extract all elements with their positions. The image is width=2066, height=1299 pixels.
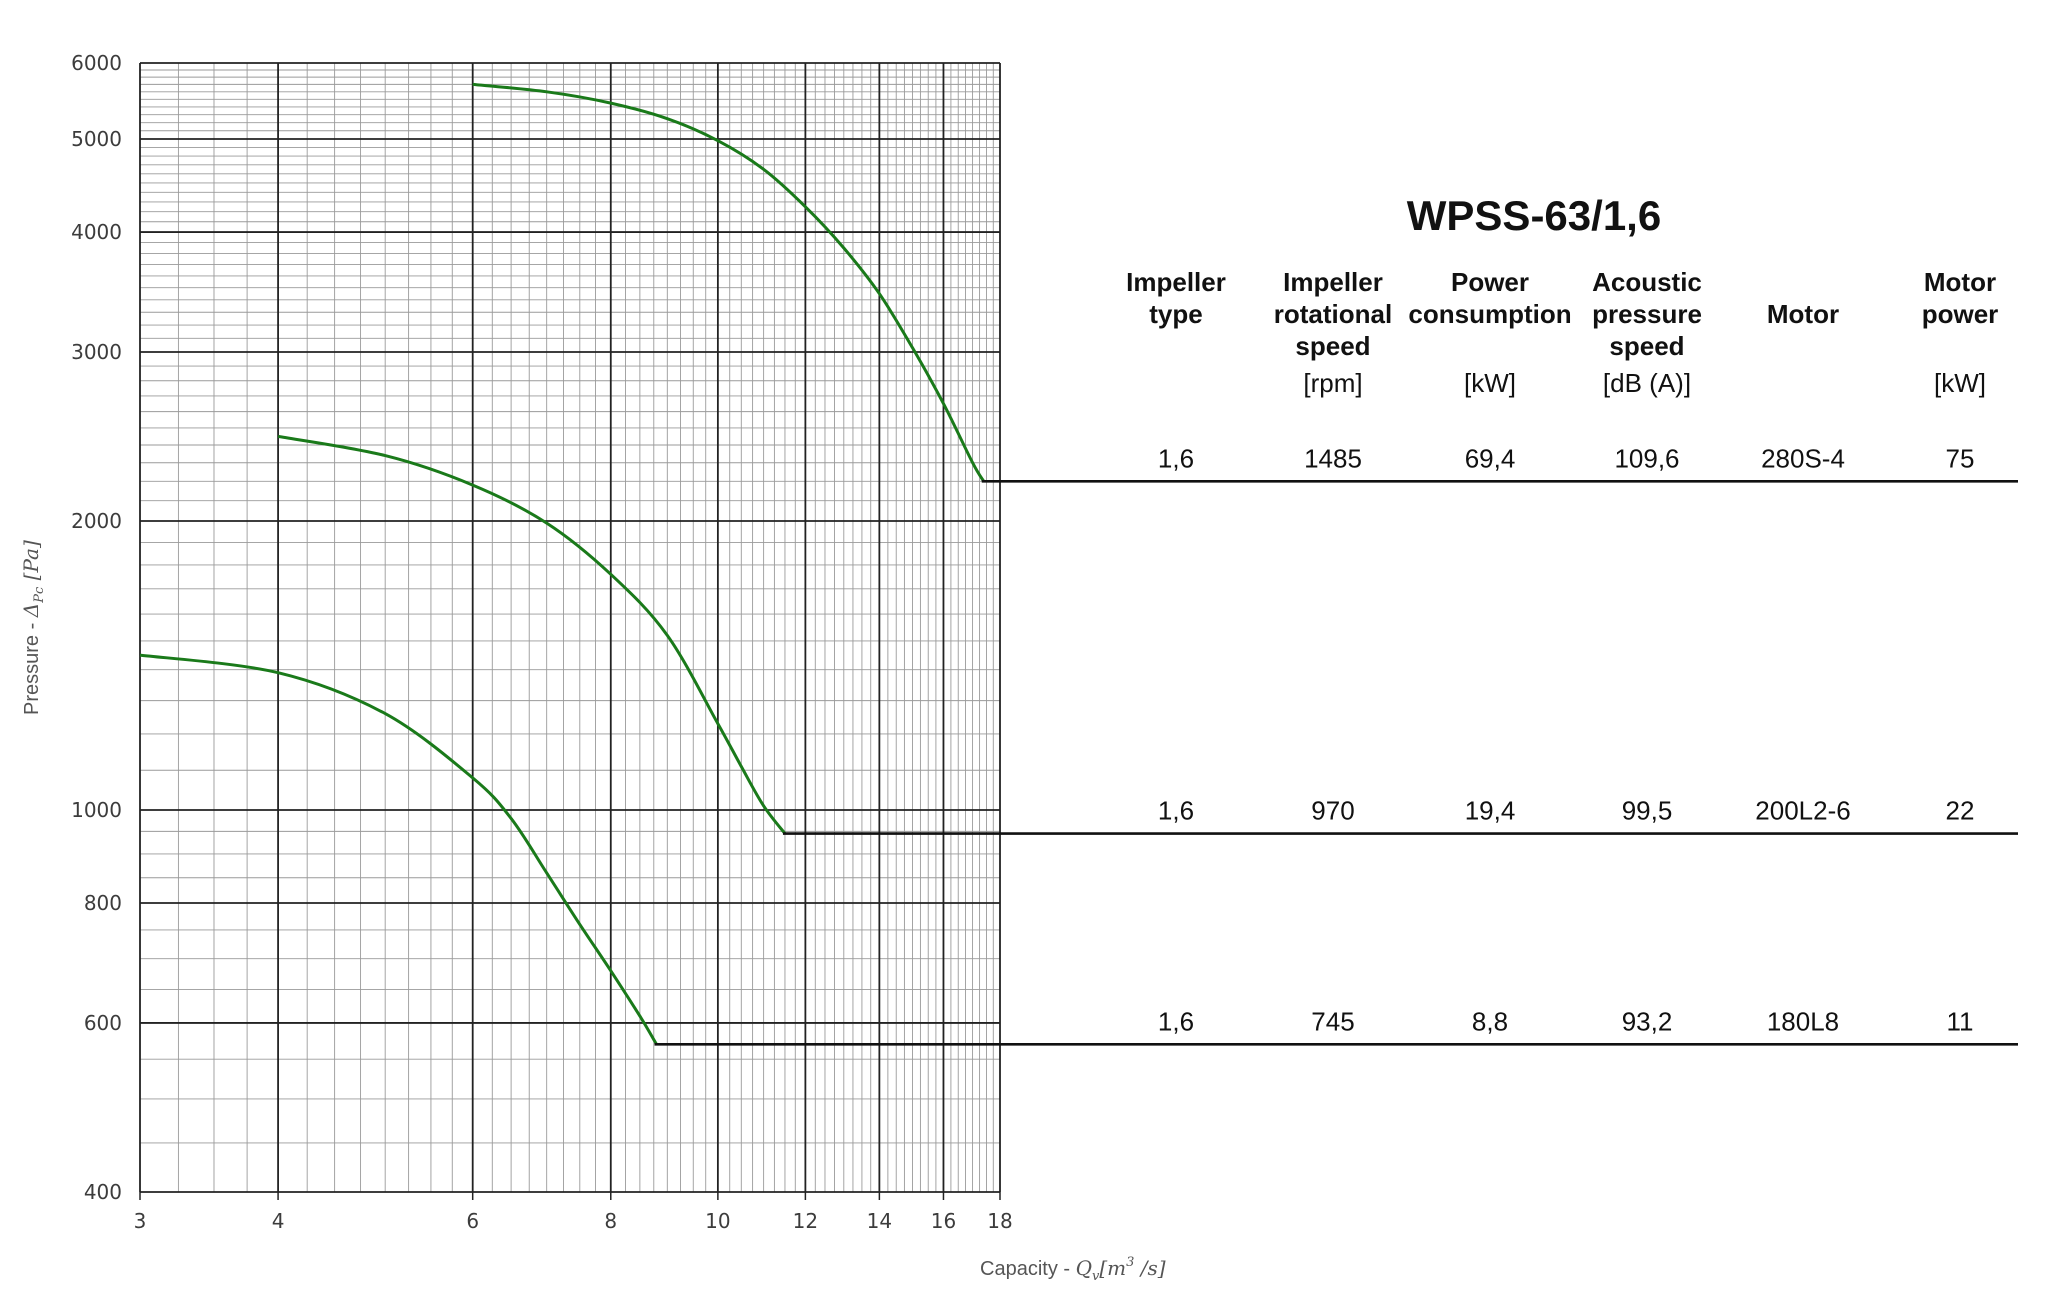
table-row: 1,6 745 8,8 93,2 180L8 11 <box>1158 1006 1974 1036</box>
table-header-line: Motor <box>1924 267 1996 297</box>
x-tick-label: 18 <box>987 1209 1012 1233</box>
x-axis-unit: [m <box>1099 1256 1126 1280</box>
table-unit: [kW] <box>1464 368 1516 398</box>
y-tick-label: 5000 <box>71 127 122 151</box>
table-rows: 1,6 1485 69,4 109,6 280S-4 75 1,6 970 19,4 99,5 20… <box>1158 443 1975 1036</box>
table-header-line: Acoustic <box>1592 267 1702 297</box>
table-cell-speed: 1485 <box>1304 443 1362 473</box>
y-axis-unit-text: [Pa] <box>19 540 43 580</box>
table-header: Impeller type <box>1126 267 1226 329</box>
table-cell-impeller-type: 1,6 <box>1158 443 1194 473</box>
table-header: Acoustic pressure speed <box>1592 267 1702 361</box>
table-header: Motor <box>1767 299 1839 329</box>
x-axis-label: Capacity <box>980 1258 1058 1280</box>
table-cell-power-consumption: 8,8 <box>1472 1006 1508 1036</box>
x-axis-symbol: Q <box>1076 1256 1092 1280</box>
y-axis-symbol-sub: Pc <box>32 586 47 604</box>
x-axis-unit-sup: 3 <box>1126 1255 1134 1270</box>
table-header-line: Motor <box>1767 299 1839 329</box>
table-units: [rpm] [kW] [dB (A)] [kW] <box>1303 368 1986 398</box>
y-tick-label: 6000 <box>71 51 122 75</box>
table-cell-motor-power: 11 <box>1947 1006 1974 1036</box>
table-unit: [rpm] <box>1303 368 1362 398</box>
x-tick-label: 3 <box>134 1209 147 1233</box>
y-tick-label: 400 <box>84 1180 122 1204</box>
table-header-line: consumption <box>1408 299 1571 329</box>
x-axis-unit-end: /s] <box>1134 1256 1165 1280</box>
x-tick-label: 8 <box>604 1209 617 1233</box>
table-cell-acoustic: 109,6 <box>1614 443 1679 473</box>
y-tick-label: 800 <box>84 891 122 915</box>
y-axis-label: Pressure <box>21 635 43 715</box>
table-header-line: speed <box>1295 331 1370 361</box>
table-header-line: speed <box>1609 331 1684 361</box>
table-cell-motor: 200L2-6 <box>1755 796 1850 826</box>
table-header-line: type <box>1149 299 1202 329</box>
y-tick-label: 600 <box>84 1011 122 1035</box>
chart-title: WPSS-63/1,6 <box>1407 192 1661 239</box>
x-tick-labels: 3 4 6 8 10 12 14 16 18 <box>134 1209 1013 1233</box>
x-axis-symbol-sub: v <box>1092 1269 1100 1284</box>
grid-major <box>139 62 1001 1200</box>
table-cell-acoustic: 93,2 <box>1622 1006 1673 1036</box>
table-header: Impeller rotational speed <box>1274 267 1392 361</box>
y-tick-label: 3000 <box>71 340 122 364</box>
x-axis-title: Capacity - Qv[m3 /s] <box>980 1255 1166 1284</box>
table-cell-motor-power: 22 <box>1946 796 1975 826</box>
table-header-line: Power <box>1451 267 1529 297</box>
table-header-line: Impeller <box>1126 267 1226 297</box>
table-header: Power consumption <box>1408 267 1571 329</box>
x-tick-label: 6 <box>466 1209 479 1233</box>
table-cell-motor-power: 75 <box>1946 443 1975 473</box>
y-tick-label: 1000 <box>71 798 122 822</box>
table-header-line: pressure <box>1592 299 1702 329</box>
x-tick-label: 12 <box>793 1209 818 1233</box>
y-tick-labels: 400 600 800 1000 2000 3000 4000 5000 6000 <box>71 51 122 1204</box>
curve-970-rpm <box>277 434 787 835</box>
table-cell-impeller-type: 1,6 <box>1158 1006 1194 1036</box>
table-cell-power-consumption: 69,4 <box>1465 443 1516 473</box>
row-leader-lines <box>654 479 2018 1046</box>
table-row: 1,6 970 19,4 99,5 200L2-6 22 <box>1158 796 1975 826</box>
table-cell-speed: 745 <box>1311 1006 1354 1036</box>
table-cell-motor: 280S-4 <box>1761 443 1845 473</box>
table-cell-acoustic: 99,5 <box>1622 796 1673 826</box>
x-tick-label: 4 <box>272 1209 285 1233</box>
table-cell-speed: 970 <box>1311 796 1354 826</box>
table-cell-motor: 180L8 <box>1767 1006 1839 1036</box>
table-header-line: rotational <box>1274 299 1392 329</box>
table-unit: [dB (A)] <box>1603 368 1691 398</box>
table-row: 1,6 1485 69,4 109,6 280S-4 75 <box>1158 443 1975 473</box>
x-tick-label: 14 <box>867 1209 892 1233</box>
table-header-line: Impeller <box>1283 267 1383 297</box>
table-unit: [kW] <box>1934 368 1986 398</box>
y-axis-symbol: Δ <box>19 603 43 618</box>
table-cell-power-consumption: 19,4 <box>1465 796 1516 826</box>
table-header: Motor power <box>1922 267 1999 329</box>
curve-1485-rpm <box>472 82 985 483</box>
performance-curves <box>139 82 985 1046</box>
y-tick-label: 4000 <box>71 220 122 244</box>
x-tick-label: 10 <box>705 1209 730 1233</box>
y-tick-label: 2000 <box>71 509 122 533</box>
table-cell-impeller-type: 1,6 <box>1158 796 1194 826</box>
y-axis-title: Pressure - ΔPc [Pa] <box>19 540 47 715</box>
table-header-line: power <box>1922 299 1999 329</box>
x-tick-label: 16 <box>931 1209 956 1233</box>
curve-745-rpm <box>139 653 658 1046</box>
